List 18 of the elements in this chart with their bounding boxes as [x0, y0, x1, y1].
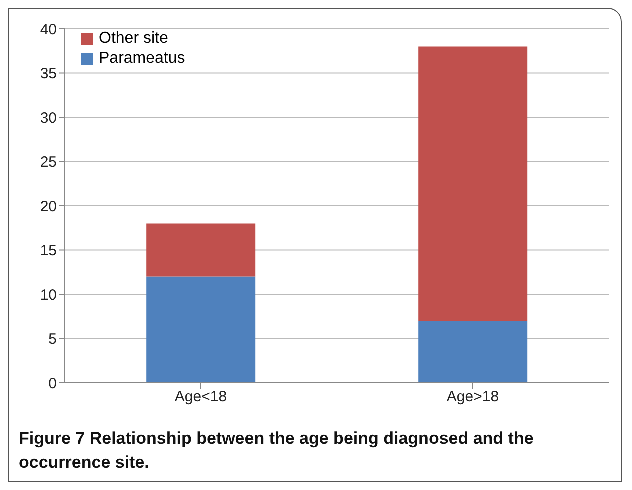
- bar: [146, 224, 256, 277]
- legend-label: Other site: [99, 29, 168, 49]
- y-tick-label: 10: [40, 286, 57, 304]
- y-tick-label: 20: [40, 198, 57, 216]
- y-tick-label: 0: [48, 375, 57, 392]
- y-tick-label: 15: [40, 242, 57, 260]
- y-tick-label: 40: [40, 21, 57, 38]
- y-tick-label: 5: [48, 331, 57, 348]
- legend-label: Parameatus: [99, 49, 186, 69]
- bar: [146, 276, 256, 383]
- y-tick-label: 25: [40, 154, 57, 172]
- x-tick-label: Age<18: [174, 388, 228, 406]
- y-tick-label: 30: [40, 110, 57, 127]
- bar: [418, 321, 528, 383]
- y-tick-label: 35: [40, 66, 57, 83]
- bar: [418, 46, 528, 322]
- caption: Figure 7 Relationship between the age being diagnosed and the occurrence site.: [19, 428, 535, 474]
- x-tick-label: Age>18: [446, 388, 500, 406]
